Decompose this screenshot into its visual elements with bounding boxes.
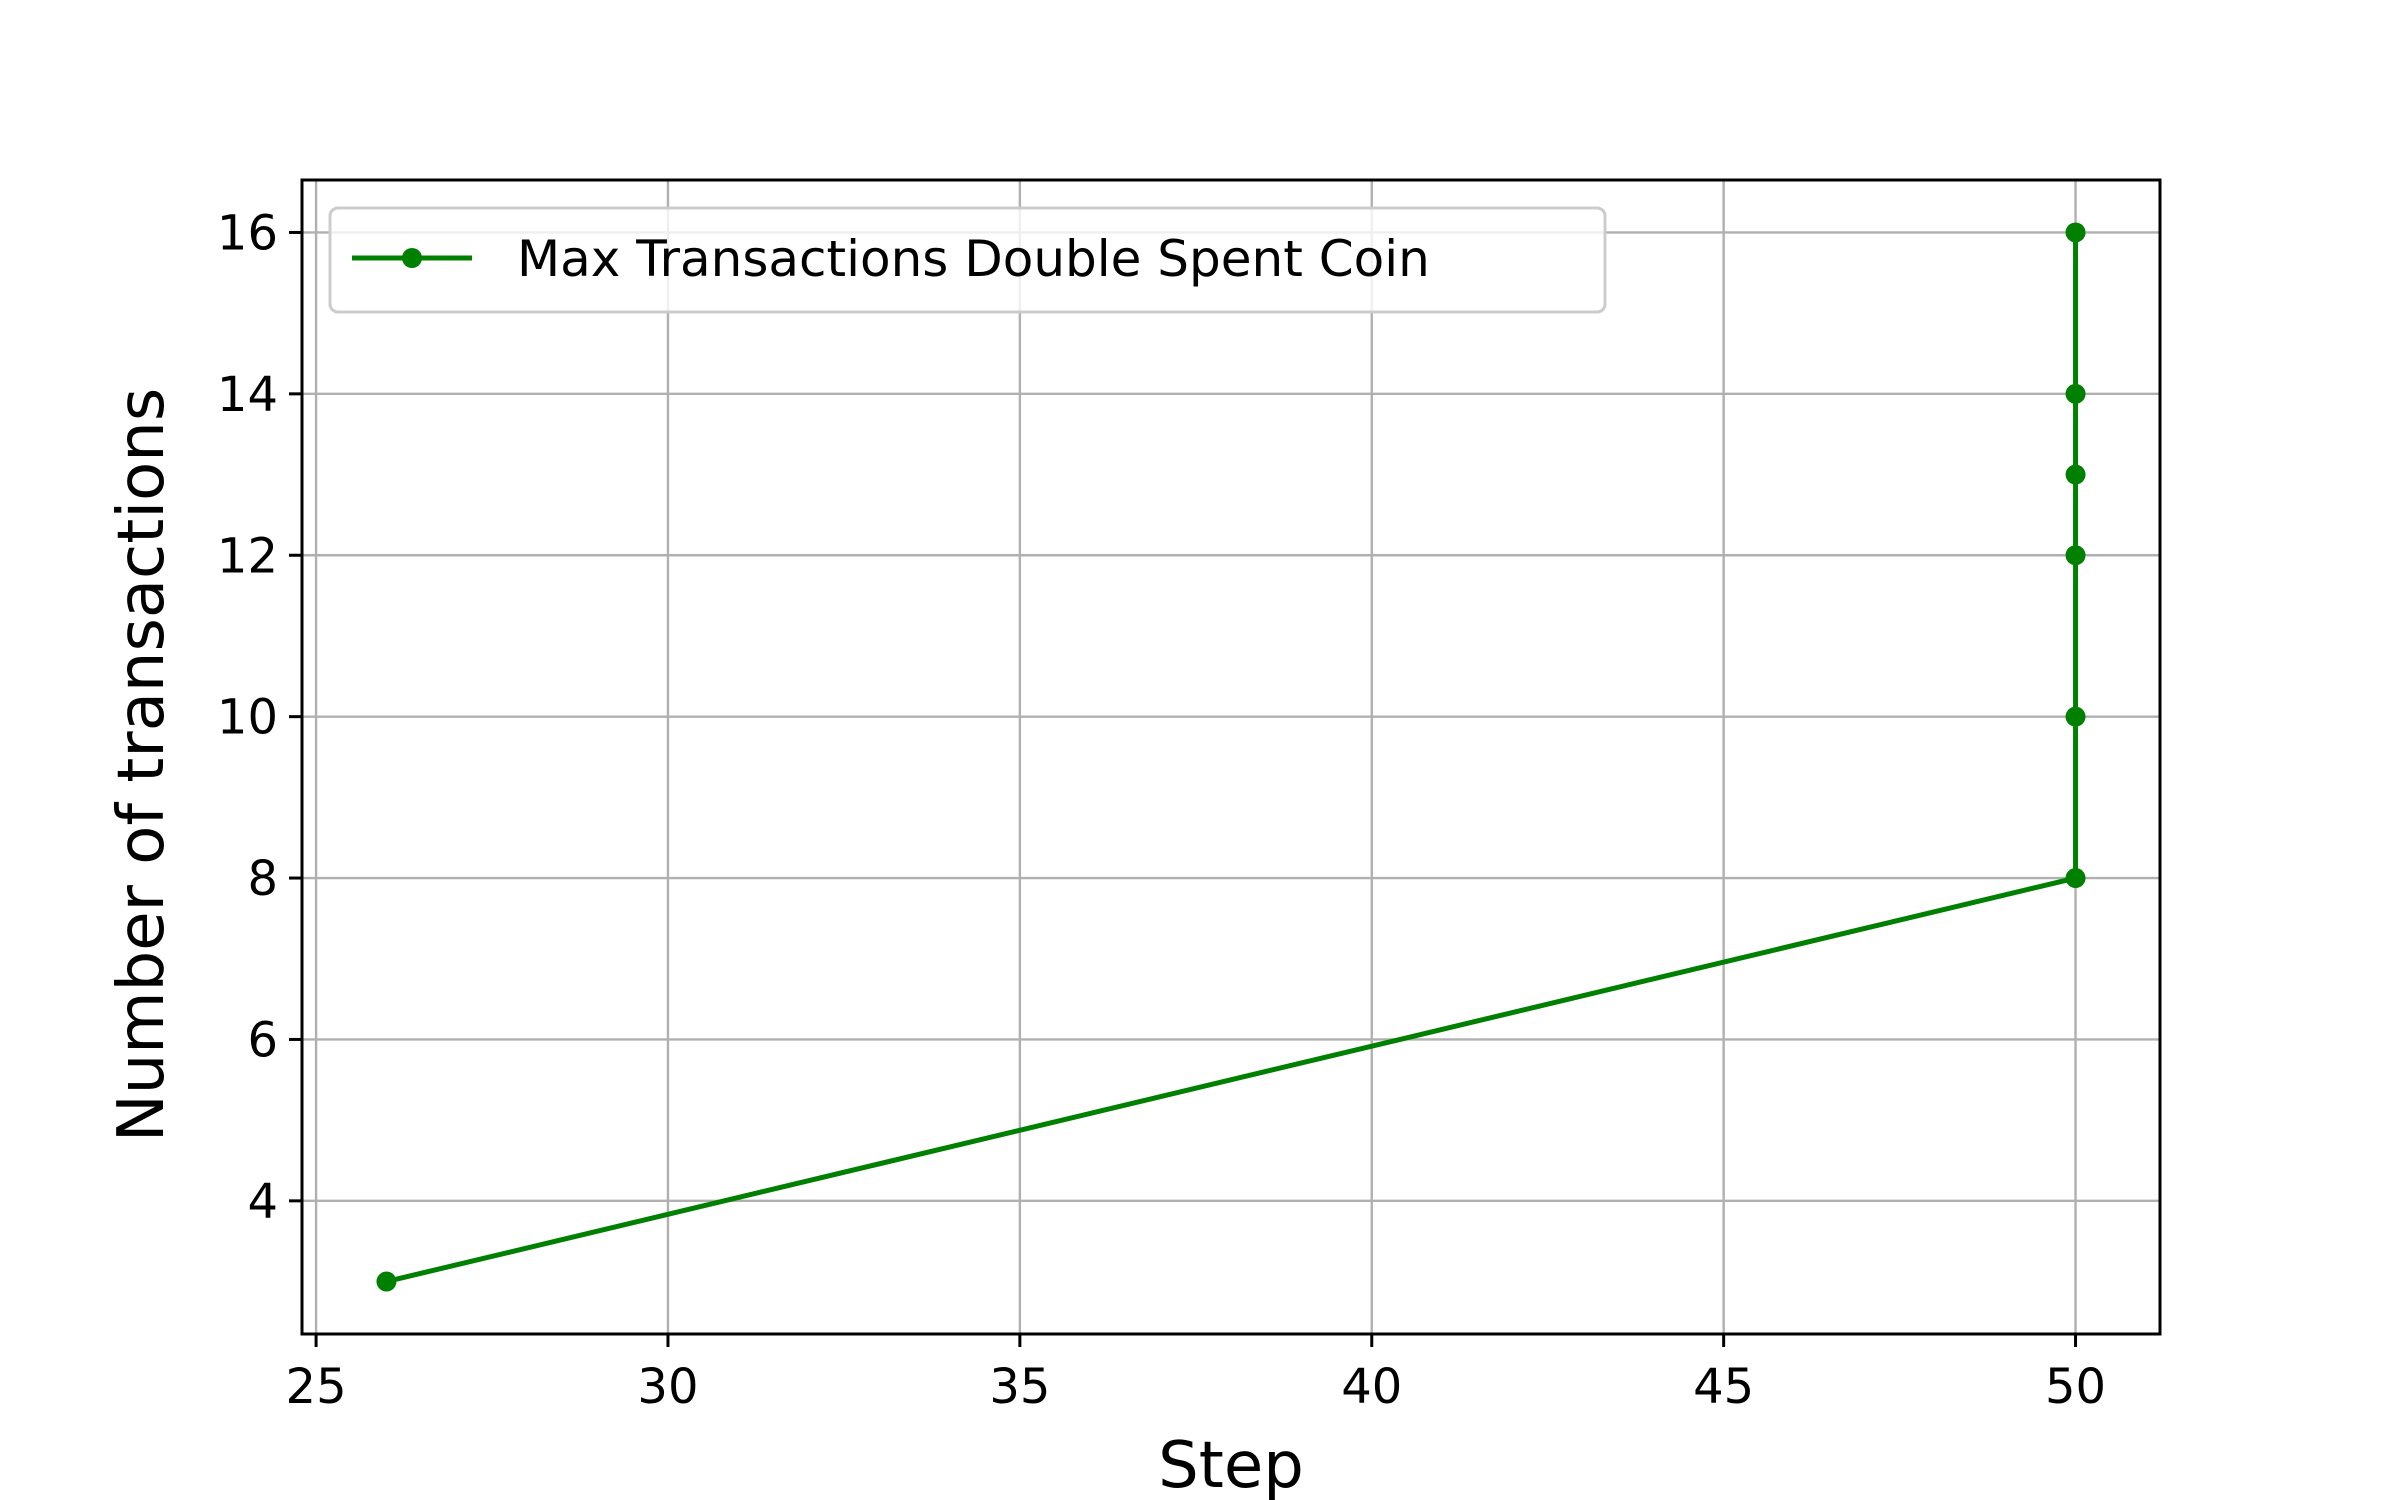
y-tick-label: 12 xyxy=(217,528,278,584)
y-tick-label: 14 xyxy=(217,367,278,423)
data-point xyxy=(2065,464,2086,485)
y-tick-label: 4 xyxy=(247,1174,278,1230)
y-tick-label: 8 xyxy=(247,851,278,907)
x-tick-label: 45 xyxy=(1693,1359,1754,1415)
y-tick-label: 10 xyxy=(217,690,278,746)
y-axis-title: Number of transactions xyxy=(105,388,179,1142)
data-point xyxy=(2065,545,2086,566)
data-point xyxy=(2065,706,2086,727)
data-point xyxy=(376,1271,397,1292)
legend-marker-swatch xyxy=(402,248,422,268)
legend-label: Max Transactions Double Spent Coin xyxy=(517,230,1430,288)
data-point xyxy=(2065,868,2086,889)
legend-box xyxy=(328,206,1607,314)
axes-frame xyxy=(300,178,2162,1336)
x-tick-label: 40 xyxy=(1341,1359,1402,1415)
x-tick-label: 35 xyxy=(989,1359,1050,1415)
x-tick-label: 30 xyxy=(637,1359,698,1415)
y-tick-label: 6 xyxy=(247,1012,278,1068)
plot-area xyxy=(376,222,2086,1292)
x-tick-label: 25 xyxy=(286,1359,347,1415)
legend: Max Transactions Double Spent Coin xyxy=(328,206,1607,314)
data-point xyxy=(2065,222,2086,243)
grid xyxy=(302,180,2160,1334)
y-tick-label: 16 xyxy=(217,205,278,261)
y-axis: 4 6 8 10 12 14 16 xyxy=(217,205,302,1230)
x-tick-label: 50 xyxy=(2045,1359,2106,1415)
x-axis-title: Step xyxy=(1158,1429,1304,1500)
data-point xyxy=(2065,383,2086,404)
x-axis: 25 30 35 40 45 50 xyxy=(286,1334,2106,1415)
